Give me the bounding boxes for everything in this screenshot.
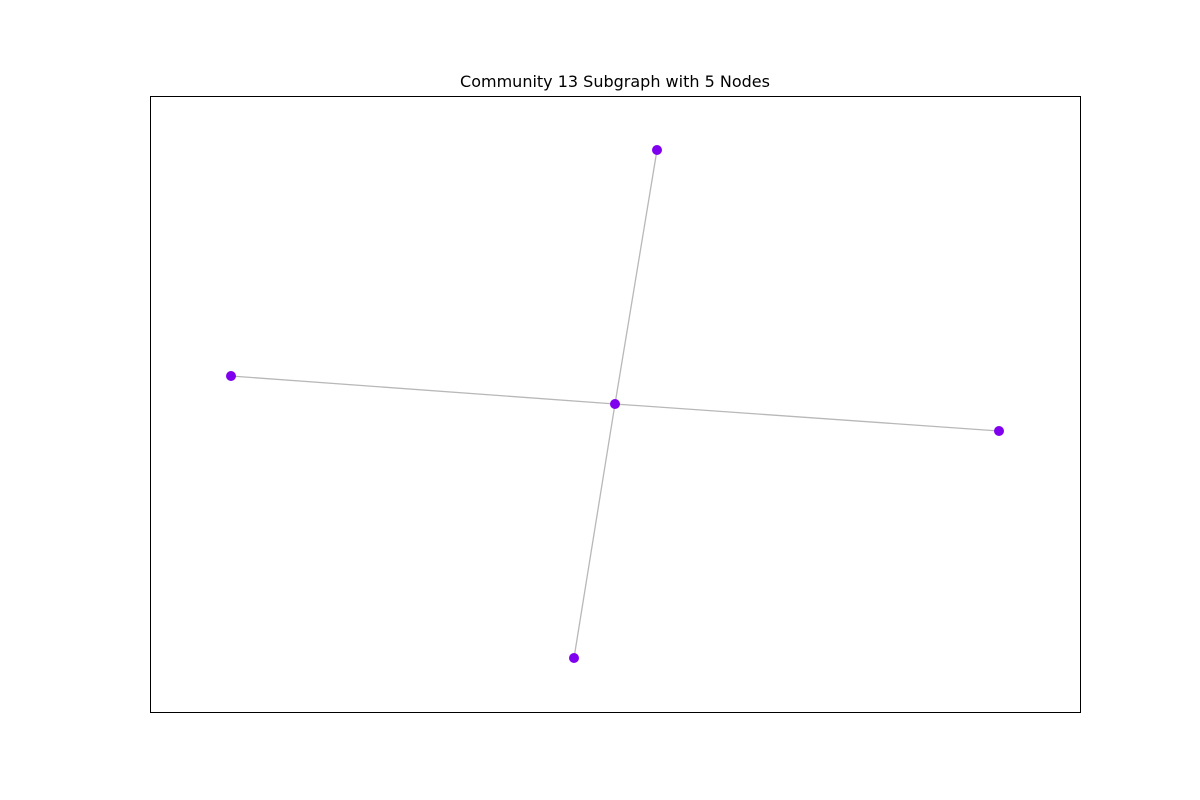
edge-center-right: [614, 403, 1000, 432]
edge-center-left: [230, 375, 616, 405]
plot-frame: [150, 96, 1081, 713]
edge-center-top: [614, 149, 658, 405]
nodes-layer: [226, 145, 1004, 663]
edge-center-bottom: [573, 403, 616, 659]
node-top: [652, 145, 662, 155]
node-center: [610, 399, 620, 409]
plot-title: Community 13 Subgraph with 5 Nodes: [460, 72, 770, 91]
node-left: [226, 371, 236, 381]
node-bottom: [569, 653, 579, 663]
node-right: [994, 426, 1004, 436]
edges-layer: [230, 149, 1000, 659]
